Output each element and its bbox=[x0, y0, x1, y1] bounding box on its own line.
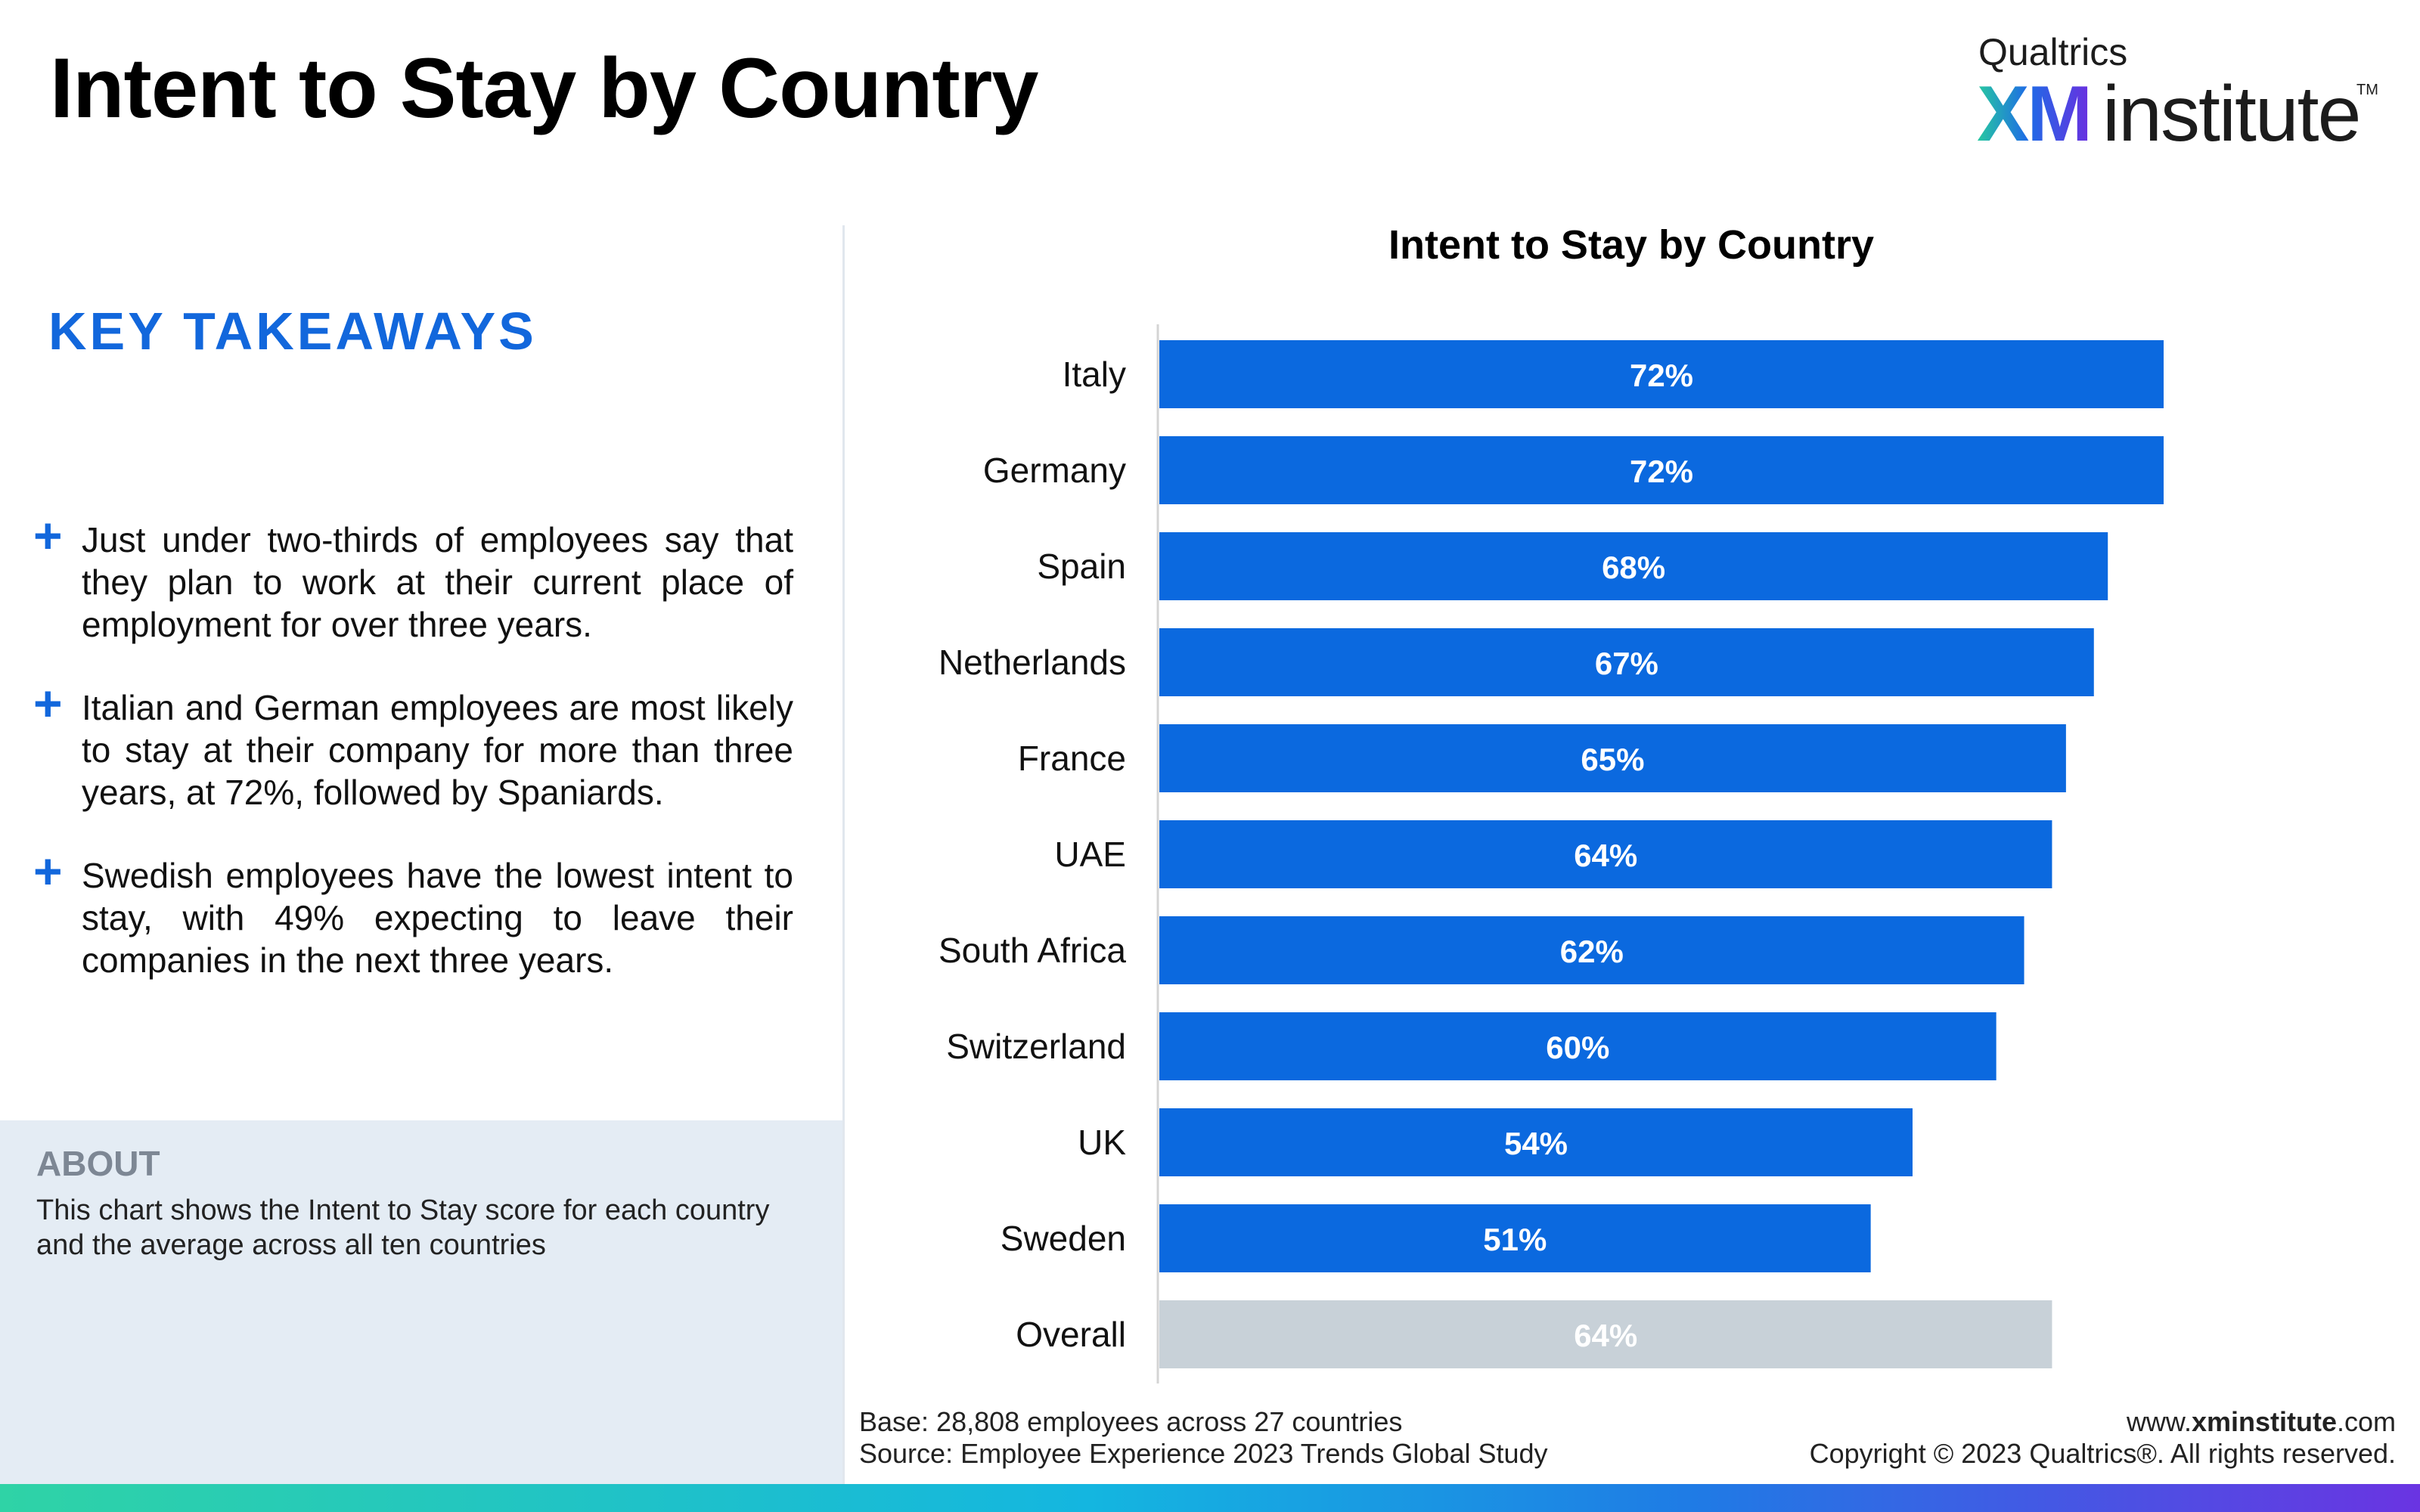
about-heading: ABOUT bbox=[36, 1144, 160, 1183]
bar bbox=[1159, 1012, 1996, 1080]
bar bbox=[1159, 820, 2052, 888]
category-label: Netherlands bbox=[939, 643, 1126, 682]
takeaway-item: + Italian and German employees are most … bbox=[33, 675, 793, 813]
page-title: Intent to Stay by Country bbox=[50, 41, 1039, 135]
about-panel: ABOUT This chart shows the Intent to Sta… bbox=[0, 1120, 842, 1484]
about-text: This chart shows the Intent to Stay scor… bbox=[36, 1194, 770, 1261]
data-label: 64% bbox=[1574, 1318, 1637, 1353]
bar bbox=[1159, 532, 2108, 600]
website-link[interactable]: www.xminstitute.com bbox=[2127, 1406, 2396, 1438]
bar bbox=[1159, 724, 2066, 792]
logo-brand-text: Qualtrics bbox=[1978, 31, 2128, 73]
bar-chart: Intent to Stay by Country Italy 72% Germany… bbox=[939, 222, 2164, 1383]
category-label: Spain bbox=[1037, 547, 1126, 586]
bar bbox=[1159, 628, 2094, 696]
bar bbox=[1159, 1108, 1913, 1176]
takeaway-item: + Just under two-thirds of employees say… bbox=[33, 507, 793, 646]
category-label: UK bbox=[1078, 1123, 1126, 1162]
category-label: France bbox=[1018, 739, 1126, 778]
bar bbox=[1159, 1300, 2052, 1368]
url-suffix: .com bbox=[2336, 1406, 2396, 1437]
logo-trademark: TM bbox=[2356, 82, 2378, 98]
bar bbox=[1159, 916, 2024, 984]
data-label: 67% bbox=[1595, 646, 1658, 681]
key-takeaways-heading: KEY TAKEAWAYS bbox=[48, 302, 537, 361]
bar bbox=[1159, 1204, 1871, 1272]
category-label: Italy bbox=[1063, 355, 1126, 394]
footnote-source: Source: Employee Experience 2023 Trends … bbox=[859, 1438, 1548, 1469]
plus-icon: + bbox=[33, 675, 63, 731]
panel-divider bbox=[842, 225, 845, 1484]
data-label: 62% bbox=[1560, 934, 1624, 969]
bar bbox=[1159, 340, 2164, 408]
data-label: 68% bbox=[1602, 550, 1665, 585]
logo-institute-text: institute bbox=[2102, 70, 2361, 158]
copyright-text: Copyright © 2023 Qualtrics®. All rights … bbox=[1809, 1438, 2396, 1469]
category-label: Sweden bbox=[1001, 1219, 1126, 1258]
category-label: Overall bbox=[1016, 1315, 1126, 1354]
data-label: 60% bbox=[1546, 1030, 1609, 1065]
data-label: 64% bbox=[1574, 838, 1637, 873]
plus-icon: + bbox=[33, 843, 63, 899]
category-label: Switzerland bbox=[946, 1027, 1126, 1066]
takeaway-item: + Swedish employees have the lowest inte… bbox=[33, 843, 793, 981]
data-label: 54% bbox=[1504, 1126, 1568, 1161]
data-label: 51% bbox=[1483, 1222, 1547, 1257]
url-prefix: www. bbox=[2126, 1406, 2192, 1437]
category-label: UAE bbox=[1054, 835, 1126, 874]
takeaway-text: Just under two-thirds of employees say t… bbox=[82, 520, 793, 644]
data-label: 65% bbox=[1581, 742, 1644, 777]
url-bold: xminstitute bbox=[2191, 1406, 2337, 1437]
bar bbox=[1159, 436, 2164, 504]
data-label: 72% bbox=[1630, 454, 1693, 489]
takeaway-text: Swedish employees have the lowest intent… bbox=[82, 856, 793, 980]
takeaway-text: Italian and German employees are most li… bbox=[82, 688, 793, 812]
category-label: Germany bbox=[983, 451, 1126, 490]
xm-institute-logo: Qualtrics XM institute TM bbox=[1977, 30, 2378, 158]
data-label: 72% bbox=[1630, 358, 1693, 393]
category-label: South Africa bbox=[939, 931, 1126, 970]
chart-title: Intent to Stay by Country bbox=[1388, 222, 1874, 268]
gradient-footer-bar bbox=[0, 1484, 2420, 1512]
logo-xm-text: XM bbox=[1977, 70, 2093, 158]
plus-icon: + bbox=[33, 507, 63, 563]
footnote-base: Base: 28,808 employees across 27 countri… bbox=[859, 1406, 1403, 1437]
